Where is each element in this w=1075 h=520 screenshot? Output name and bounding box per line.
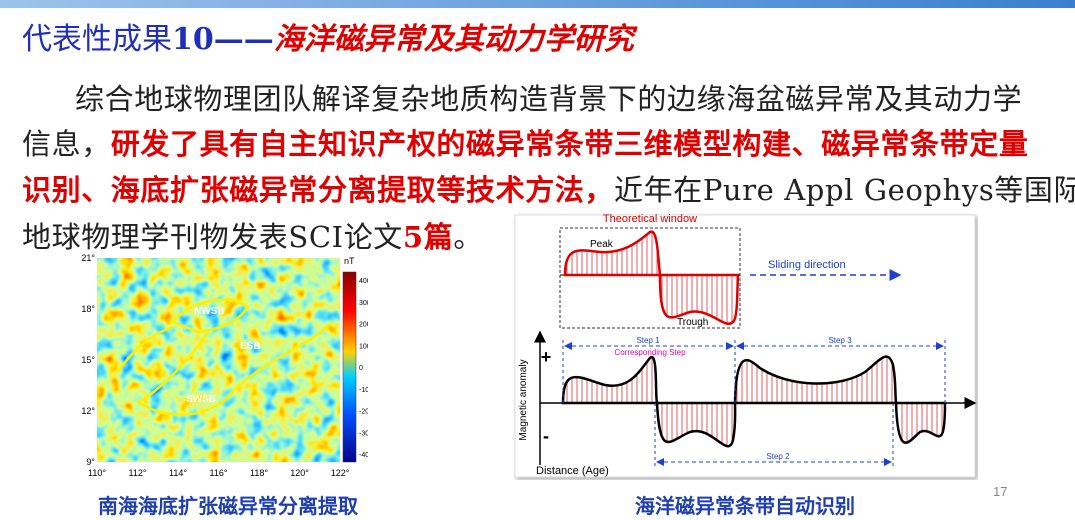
lon-label: 120° [290,468,309,478]
colorbar-tick-label: 400 [359,278,368,285]
magnetic-map: NWSB ESB SWSB nT 21° 18° 15° 12° 9°110° 112° 1… [81,253,368,478]
title: 代表性成果10——海洋磁异常及其动力学研究 [22,14,634,58]
minus-sign: - [543,426,549,446]
text: 综合地球物理团队解译复杂地质构造背景下的边缘海盆磁异常及其动力学 [75,82,1023,116]
sliding-label: Sliding direction [768,259,846,271]
colorbar-tick-label: 200 [359,322,368,329]
text: 近年在Pure Appl Geophys等国际 [614,173,1075,207]
colorbar-tick-label: -100 [359,387,368,394]
colorbar-tick-label: -200 [359,409,368,416]
step-label: Step 2 [766,452,790,461]
lon-label: 118° [250,468,268,478]
boundary [171,298,250,334]
step-label: Step 3 [828,336,852,345]
colorbar-tick-label: -300 [359,430,368,437]
lon-label: 112° [129,468,147,478]
lon-label: 114° [169,468,187,478]
emphasis: 研发了具有自主知识产权的磁异常条带三维模型构建、磁异常条带定量 [110,127,1029,161]
region-label: ESB [240,341,261,352]
colorbar-tick-label: -400 [359,452,368,459]
paragraph-line: 综合地球物理团队解译复杂地质构造背景下的边缘海盆磁异常及其动力学 [75,76,1022,118]
paragraph-line: 信息，研发了具有自主知识产权的磁异常条带三维模型构建、磁异常条带定量 [22,121,1028,163]
text: 信息， [22,127,111,161]
lat-label: 15° [81,355,95,365]
x-axis-label: Distance (Age) [536,465,609,477]
colorbar-tick-label: 300 [359,300,368,307]
page-number: 17 [993,484,1008,499]
diagram: Theoretical window Peak Trough Sliding d… [514,213,977,478]
lon-label: 116° [210,468,228,478]
region-label: NWSB [194,306,225,317]
corresponding-label: Corresponding Step [614,348,686,357]
peak-label: Peak [590,239,614,250]
step-label: Step 1 [636,336,660,345]
emphasis: 识别、海底扩张磁异常分离提取等技术方法， [22,173,615,207]
diagram-caption: 海洋磁异常条带自动识别 [635,494,855,518]
window-curve [563,230,740,325]
window-box [559,227,741,329]
region-label: SWSB [186,394,216,405]
title-text: 代表性成果 [22,22,172,57]
step-guides [562,340,946,468]
window-title: Theoretical window [603,213,697,225]
basin-boundaries [116,298,334,416]
colorbar [342,271,357,463]
lon-label: 122° [331,468,350,478]
lat-label: 12° [81,406,95,416]
y-axis-label: Magnetic anomaly [518,359,529,440]
lat-label: 18° [81,304,95,314]
text: 。 [453,220,483,254]
text: 地球物理学刊物发表SCI论文 [22,220,403,254]
colorbar-tick-label: 0 [359,365,363,372]
boundary [135,321,334,416]
plus-sign: + [541,347,552,367]
title-emphasis: 海洋磁异常及其动力学研究 [273,22,634,57]
lat-label: 9° [86,457,95,467]
colorbar-unit: nT [344,256,355,266]
map-caption: 南海海底扩张磁异常分离提取 [98,494,358,518]
trough-label: Trough [677,317,708,328]
top-bar [0,0,1075,8]
lon-label: 110° [88,468,106,478]
paragraph-line: 识别、海底扩张磁异常分离提取等技术方法，近年在Pure Appl Geophys… [22,167,1075,209]
lat-label: 21° [81,253,95,263]
anomaly-field [97,258,340,462]
boundary [116,325,174,373]
colorbar-tick-label: 100 [359,343,368,350]
title-number: 10—— [172,22,274,57]
emphasis: 5篇 [402,220,454,254]
paragraph-line: 地球物理学刊物发表SCI论文5篇。 [22,214,483,256]
